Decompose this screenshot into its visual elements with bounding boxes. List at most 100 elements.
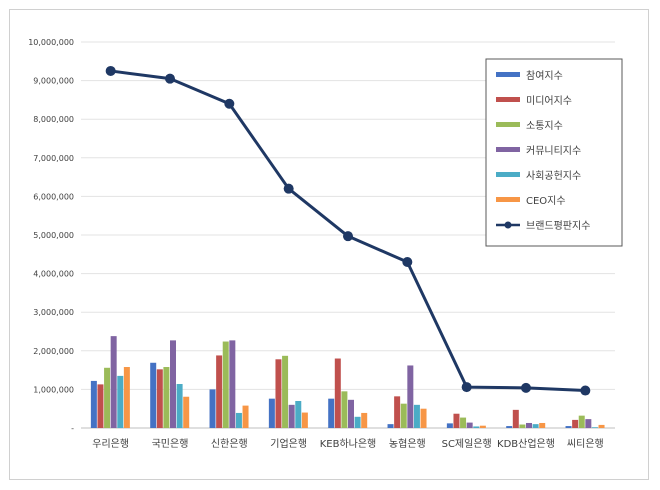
bar: [170, 340, 176, 428]
bar: [301, 412, 308, 428]
bar: [532, 424, 539, 428]
legend-label: 미디어지수: [526, 95, 572, 107]
bar: [268, 398, 275, 428]
bar: [348, 399, 354, 428]
bar: [460, 417, 467, 428]
y-tick-label: 3,000,000: [33, 308, 74, 317]
bar: [222, 341, 229, 428]
bar: [242, 405, 249, 428]
chart-frame: - 1,000,000 2,000,000 3,000,000 4,000,000 5,0…: [9, 9, 649, 480]
bar: [90, 380, 97, 428]
bar: [163, 367, 170, 428]
category-label: 국민은행: [152, 438, 189, 450]
legend-item: 커뮤니티지수: [496, 145, 581, 157]
category-label: SC제일은행: [442, 438, 492, 450]
legend-item: 사회공헌지수: [496, 170, 581, 182]
bar: [209, 389, 216, 428]
bar: [123, 367, 130, 428]
series-6: [123, 367, 605, 428]
bar: [275, 359, 282, 428]
line-point: [105, 65, 116, 76]
series-5: [117, 375, 598, 428]
bar: [466, 422, 473, 428]
bar: [479, 425, 486, 428]
bar: [407, 365, 414, 428]
bar: [565, 426, 572, 428]
legend-marker: [504, 221, 512, 229]
bar: [341, 391, 348, 428]
legend-swatch: [496, 97, 520, 102]
bar: [400, 403, 407, 428]
category-label: 신한은행: [211, 438, 248, 450]
legend-label: 커뮤니티지수: [526, 145, 581, 157]
y-tick-label: 5,000,000: [33, 231, 74, 240]
line-point: [343, 231, 353, 242]
y-axis-ticks: - 1,000,000 2,000,000 3,000,000 4,000,000 5,0…: [28, 38, 74, 433]
legend-swatch: [496, 147, 520, 152]
bar: [183, 396, 190, 428]
bar: [361, 412, 368, 428]
bar-series: [90, 336, 605, 428]
line-point: [283, 183, 294, 194]
line-point: [521, 382, 531, 393]
category-label: 씨티은행: [567, 438, 604, 450]
bar: [235, 412, 242, 428]
legend-label: 소통지수: [526, 120, 563, 132]
legend-label: 브랜드평판지수: [526, 220, 590, 232]
legend-swatch: [496, 172, 520, 177]
bar: [104, 367, 111, 428]
legend-swatch: [496, 122, 520, 127]
category-label: 기업은행: [270, 437, 307, 450]
bar: [328, 398, 335, 428]
bar: [420, 408, 427, 428]
y-tick-label: 6,000,000: [33, 192, 74, 201]
combo-chart: - 1,000,000 2,000,000 3,000,000 4,000,000 5,0…: [28, 38, 623, 450]
y-tick-label: 9,000,000: [33, 77, 74, 86]
category-label: KEB하나은행: [320, 437, 377, 450]
bar: [519, 424, 526, 428]
bar: [387, 424, 394, 428]
bar: [446, 423, 453, 428]
bar: [453, 413, 460, 428]
legend-label: CEO지수: [526, 195, 566, 207]
bar: [117, 375, 124, 428]
bar: [282, 355, 289, 428]
bar: [354, 416, 361, 428]
bar: [413, 404, 420, 428]
y-tick-label: 8,000,000: [33, 115, 74, 124]
bar: [110, 336, 117, 428]
bar: [229, 340, 236, 428]
series-3: [104, 341, 585, 428]
legend-label: 사회공헌지수: [526, 170, 581, 182]
category-label: 우리은행: [92, 438, 129, 450]
line-point: [402, 257, 413, 268]
bar: [572, 419, 579, 428]
bar: [97, 384, 104, 428]
y-tick-label: -: [71, 424, 74, 433]
series-4: [110, 336, 592, 428]
legend-item: 소통지수: [496, 120, 563, 132]
legend-swatch: [496, 197, 520, 202]
legend-box: [485, 58, 623, 247]
y-tick-label: 10,000,000: [28, 38, 74, 47]
y-tick-label: 2,000,000: [33, 347, 74, 356]
y-tick-label: 4,000,000: [33, 270, 74, 279]
bar: [585, 419, 592, 428]
bar: [473, 426, 480, 428]
legend-swatch: [496, 72, 520, 77]
x-axis-labels: 우리은행 국민은행 신한은행 기업은행 KEB하나은행 농협은행 SC제일은행 KDB산업은행…: [92, 437, 603, 450]
y-tick-label: 1,000,000: [33, 385, 74, 394]
category-label: KDB산업은행: [497, 437, 555, 450]
legend-item: 브랜드평판지수: [496, 220, 590, 232]
bar: [150, 362, 157, 428]
bar: [578, 415, 585, 428]
bar: [156, 369, 163, 428]
line-point: [224, 98, 235, 109]
bar: [539, 422, 546, 428]
bar: [176, 383, 183, 428]
legend-item: 참여지수: [496, 70, 563, 82]
line-point: [165, 73, 175, 84]
bar: [295, 400, 302, 428]
bar: [526, 422, 532, 428]
